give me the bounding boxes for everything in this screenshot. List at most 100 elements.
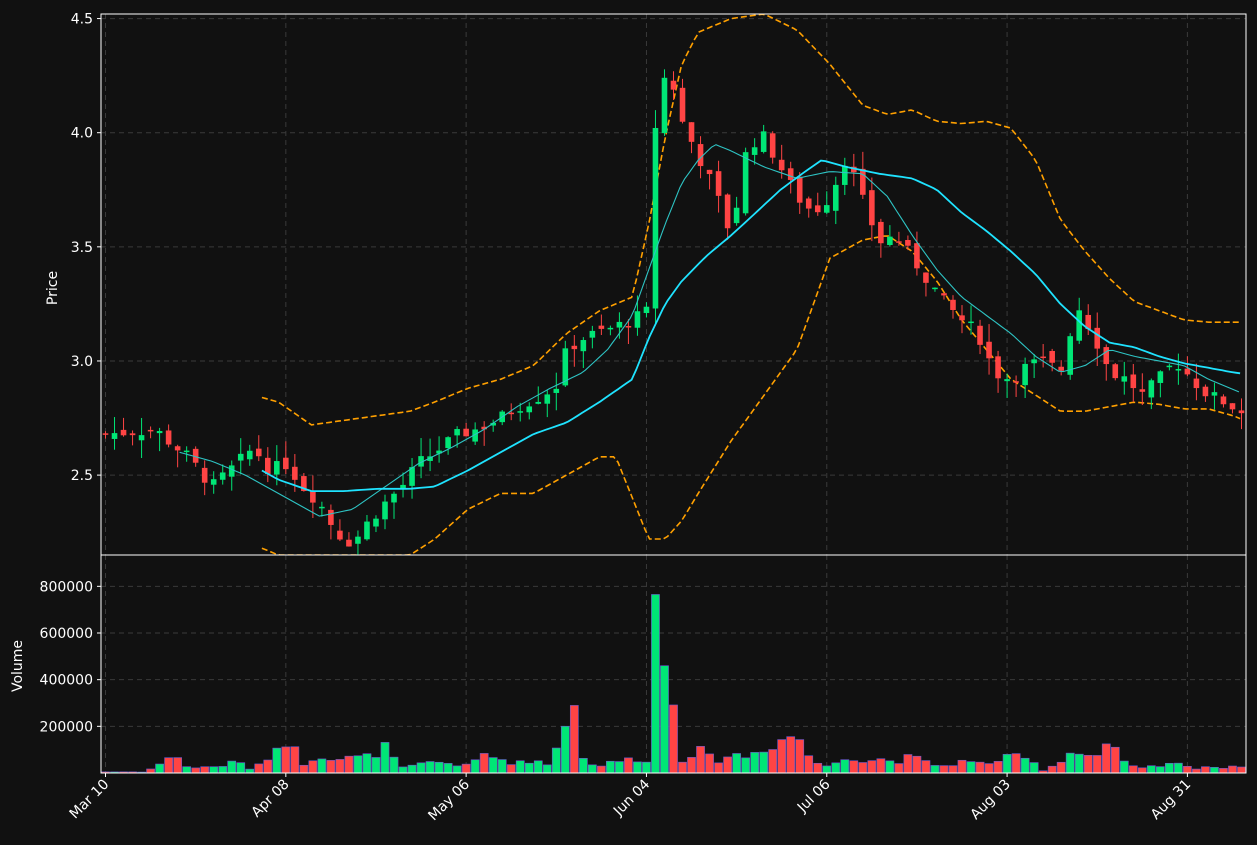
volume-bar xyxy=(597,765,606,774)
candle-body xyxy=(165,430,172,445)
candle-body xyxy=(1031,359,1037,364)
volume-bar xyxy=(768,749,778,774)
candle-body xyxy=(174,446,181,451)
candle-body xyxy=(111,433,118,439)
volume-bar xyxy=(642,761,651,774)
candle-body xyxy=(1040,356,1046,359)
volume-bar xyxy=(1002,754,1012,774)
candle-body xyxy=(652,127,659,309)
volume-bar xyxy=(876,758,886,774)
candle-body xyxy=(192,448,199,463)
volume-bar xyxy=(750,752,759,774)
volume-bar xyxy=(606,760,615,774)
volume-bar xyxy=(858,762,868,774)
candle-body xyxy=(1175,369,1182,371)
volume-bar xyxy=(389,756,399,774)
candle-body xyxy=(580,340,587,352)
candle-body xyxy=(562,348,569,386)
volume-bar xyxy=(1092,755,1102,774)
volume-bar xyxy=(443,763,453,774)
candle-body xyxy=(1067,336,1073,375)
candle-body xyxy=(1130,374,1137,389)
candle-body xyxy=(553,388,560,393)
candle-body xyxy=(535,401,542,404)
volume-bar xyxy=(218,766,228,774)
volume-bar xyxy=(939,765,949,774)
candle-body xyxy=(156,431,163,434)
candle-body xyxy=(1193,378,1200,389)
volume-bar xyxy=(921,760,931,774)
volume-bar xyxy=(317,758,327,774)
volume-bar xyxy=(1174,762,1183,774)
candle-body xyxy=(1139,389,1146,392)
volume-bar xyxy=(461,763,471,774)
candle-body xyxy=(733,207,740,224)
candle-body xyxy=(219,472,226,480)
candle-body xyxy=(607,327,614,330)
candle-body xyxy=(292,466,298,480)
volume-bar xyxy=(146,768,155,774)
candle-body xyxy=(1157,371,1164,383)
candle-body xyxy=(319,506,325,509)
candle-body xyxy=(896,241,902,243)
volume-bar xyxy=(533,760,543,774)
candle-body xyxy=(346,539,352,547)
volume-bar xyxy=(452,765,462,774)
candle-body xyxy=(751,147,758,155)
volume-bar xyxy=(966,761,976,774)
candle-body xyxy=(977,325,983,345)
volume-tick-label: 800000 xyxy=(40,579,93,595)
candle-body xyxy=(544,394,551,404)
candle-body xyxy=(373,518,379,527)
candle-body xyxy=(823,205,830,213)
price-tick-label: 3.0 xyxy=(71,354,93,370)
candle-body xyxy=(679,87,686,122)
lower-band-line xyxy=(261,235,1241,555)
candle-body xyxy=(463,428,469,437)
volume-bar xyxy=(957,759,967,774)
fast-moving-average-line xyxy=(179,144,1240,517)
volume-bar xyxy=(993,761,1003,774)
volume-bar xyxy=(1074,753,1084,774)
volume-bar xyxy=(263,759,273,774)
volume-bar xyxy=(1056,761,1066,774)
candle-body xyxy=(571,345,578,350)
candle-body xyxy=(706,169,713,175)
candle-body xyxy=(887,236,893,245)
volume-bar xyxy=(542,764,552,774)
volume-bar xyxy=(416,762,426,774)
volume-bar xyxy=(155,763,164,774)
candle-body xyxy=(210,479,217,485)
volume-bar xyxy=(245,768,255,774)
candle-body xyxy=(1103,347,1110,365)
volume-bar xyxy=(1101,743,1111,774)
candle-body xyxy=(418,456,424,467)
candle-body xyxy=(445,437,451,449)
volume-bar xyxy=(678,761,687,774)
candle-body xyxy=(255,448,262,457)
candle-body xyxy=(932,287,938,290)
candle-body xyxy=(589,330,596,338)
volume-bar xyxy=(1210,766,1219,774)
volume-bar xyxy=(164,757,173,774)
volume-bar xyxy=(353,755,363,774)
price-axis-ticks: 2.5 3.0 3.5 4.0 4.5 xyxy=(71,12,101,484)
candle-body xyxy=(490,422,496,426)
volume-bar xyxy=(335,759,345,774)
candle-body xyxy=(337,530,343,540)
candle-body xyxy=(661,77,668,134)
volume-bar xyxy=(470,759,480,774)
volume-bar xyxy=(894,763,904,774)
volume-bar xyxy=(281,746,291,774)
volume-bar xyxy=(362,753,372,774)
candle-body xyxy=(1121,376,1128,382)
volume-bar xyxy=(398,766,408,774)
price-tick-label: 4.5 xyxy=(71,12,93,28)
candle-body xyxy=(760,131,767,152)
candle-body xyxy=(102,433,109,435)
candle-body xyxy=(869,190,875,226)
candle-body xyxy=(138,435,145,441)
volume-bar xyxy=(723,756,732,774)
